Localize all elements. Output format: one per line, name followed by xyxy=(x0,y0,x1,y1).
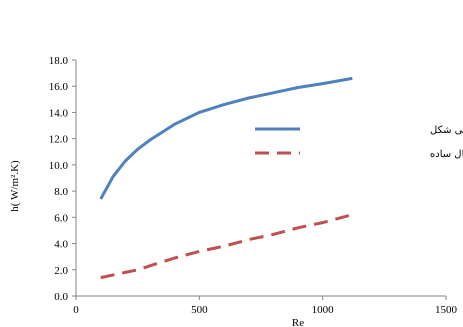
y-tick-label: 18.0 xyxy=(49,55,69,67)
y-tick-label: 8.0 xyxy=(54,186,68,198)
y-tick-label: 12.0 xyxy=(49,134,69,146)
y-axis-title: h( W/m².K) xyxy=(9,160,21,212)
x-tick-label: 0 xyxy=(73,304,79,316)
series-line-1 xyxy=(99,76,353,200)
x-tick-label: 500 xyxy=(191,304,208,316)
x-tick-label: 1500 xyxy=(435,304,458,316)
x-tick-label: 1000 xyxy=(312,304,335,316)
y-tick-label: 0.0 xyxy=(54,291,68,303)
y-tick-label: 6.0 xyxy=(54,212,68,224)
y-tick-label: 14.0 xyxy=(49,107,69,119)
legend-label-2: میکروکانال ساده xyxy=(430,149,463,160)
y-tick-label: 4.0 xyxy=(54,239,68,251)
x-axis-title: Re xyxy=(292,317,304,327)
legend-label-1: میکروکانال مارپیچی شکل xyxy=(430,125,463,136)
plot-area: 0.0 2.0 4.0 6.0 8.0 10.0 12.0 14.0 16.0 18.0 0 500 1… xyxy=(49,55,458,316)
y-tick-label: 10.0 xyxy=(49,160,69,172)
legend: میکروکانال مارپیچی شکل میکروکانال ساده xyxy=(255,125,463,160)
y-tick-label: 16.0 xyxy=(49,81,69,93)
series-line-2 xyxy=(100,213,353,280)
y-tick-label: 2.0 xyxy=(54,265,68,277)
